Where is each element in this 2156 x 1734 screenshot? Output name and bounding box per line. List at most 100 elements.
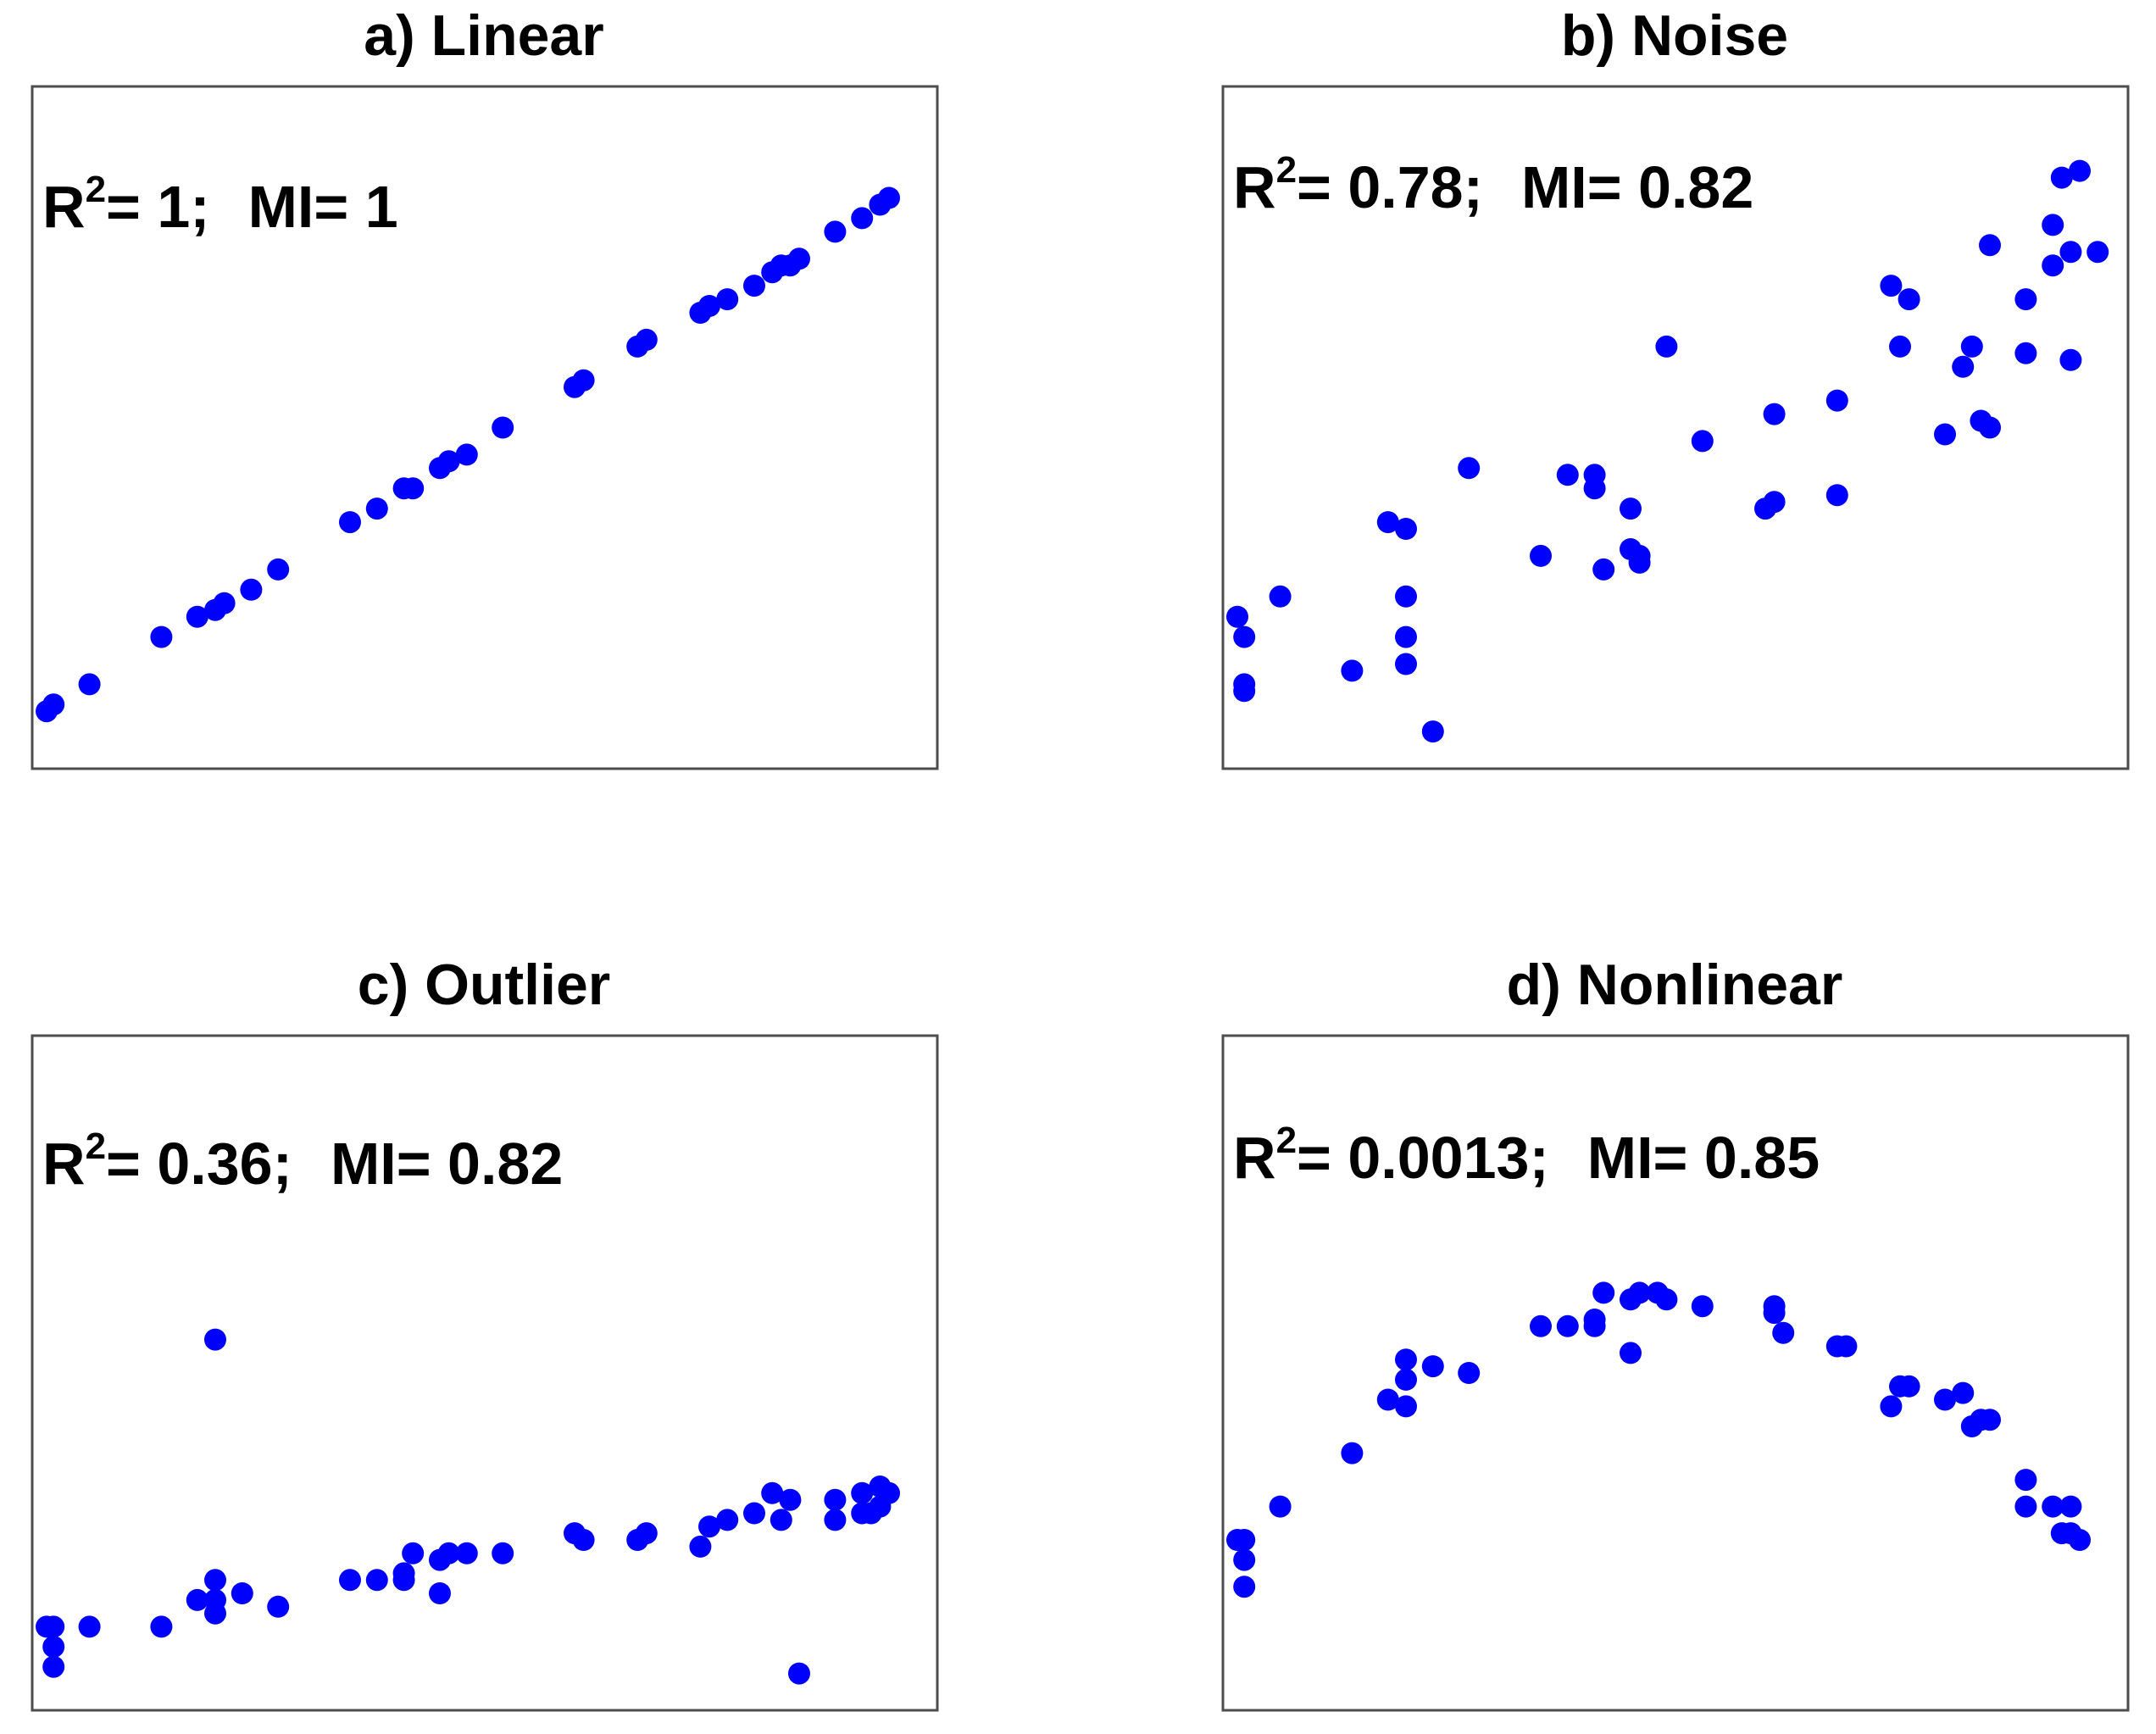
panel-d-point-31 <box>1898 1375 1920 1398</box>
panel-d-title: d) Nonlinear <box>1507 953 1843 1017</box>
panel-b-point-11 <box>1395 585 1417 608</box>
panel-a-frame <box>31 85 939 770</box>
panel-b-point-24 <box>1691 430 1714 453</box>
panel-c-point-23 <box>492 1542 514 1564</box>
panel-b-point-7 <box>1376 511 1399 534</box>
panel-c-point-29 <box>698 1515 720 1538</box>
panel-a-point-21 <box>635 328 658 351</box>
panel-d-point-10 <box>1395 1348 1417 1371</box>
panel-a-point-10 <box>339 511 361 534</box>
panel-c-point-10 <box>204 1602 226 1625</box>
panel-b-point-38 <box>1979 234 2001 257</box>
panel-b-point-35 <box>1960 335 1983 358</box>
panel-c-stats: R2= 0.36; MI= 0.82 <box>42 1125 563 1197</box>
panel-b-points <box>1226 159 2109 743</box>
panel-b-point-39 <box>2014 342 2037 364</box>
panel-d-point-26 <box>1772 1321 1795 1344</box>
panel-a-points <box>36 186 900 723</box>
panel-c-point-17 <box>392 1569 415 1592</box>
panel-d-point-3 <box>1233 1548 1256 1571</box>
panel-c-points <box>36 1328 900 1685</box>
panel-c-point-9 <box>204 1569 226 1592</box>
panel-c-point-30 <box>716 1509 739 1531</box>
panel-b-point-41 <box>2042 214 2064 236</box>
panel-c-point-11 <box>204 1328 226 1351</box>
panel-d-point-36 <box>1979 1409 2001 1431</box>
panel-c-point-32 <box>761 1481 784 1504</box>
panel-b-point-28 <box>1825 484 1848 507</box>
panel-d-point-33 <box>1952 1381 1975 1404</box>
panel-b-point-5 <box>1269 585 1292 608</box>
panel-d: d) Nonlinear R2= 0.0013; MI= 0.85 <box>1221 953 2130 1712</box>
panel-c-point-27 <box>635 1522 658 1545</box>
panel-d-point-8 <box>1395 1395 1417 1418</box>
panel-c-point-36 <box>824 1509 847 1531</box>
panel-a-point-2 <box>42 693 65 716</box>
panel-d-r2-value: = 0.0013; <box>1297 1125 1549 1191</box>
panel-b-point-23 <box>1655 335 1678 358</box>
panel-b-point-40 <box>2014 288 2037 311</box>
panel-b-point-26 <box>1763 403 1786 425</box>
panel-b-stats: R2= 0.78; MI= 0.82 <box>1233 149 1753 220</box>
panel-d-point-5 <box>1269 1495 1292 1518</box>
panel-b-point-12 <box>1421 720 1444 743</box>
panel-c-point-5 <box>78 1615 101 1638</box>
panel-b-point-6 <box>1341 659 1364 682</box>
panel-c-point-35 <box>788 1662 810 1685</box>
panel-d-point-9 <box>1395 1368 1417 1391</box>
panel-d-point-37 <box>2014 1469 2037 1492</box>
panel-d-point-43 <box>2069 1529 2091 1551</box>
panel-a-point-16 <box>455 443 478 466</box>
panel-c-point-18 <box>402 1542 425 1564</box>
panel-c-point-25 <box>572 1529 595 1551</box>
panel-b-point-10 <box>1395 653 1417 675</box>
panel-a-r2-superscript: 2 <box>86 169 106 210</box>
panel-a: a) Linear R2= 1; MI= 1 <box>31 3 939 770</box>
panel-c-point-31 <box>743 1502 765 1525</box>
panel-b-r2-superscript: 2 <box>1276 149 1297 191</box>
panel-c-title: c) Outlier <box>358 953 611 1017</box>
panel-c-point-37 <box>824 1488 847 1511</box>
panel-a-point-29 <box>788 247 810 270</box>
panel-d-point-38 <box>2014 1495 2037 1518</box>
panel-b-point-19 <box>1620 497 1642 520</box>
panel-d-point-28 <box>1835 1335 1858 1358</box>
panel-b-point-8 <box>1395 518 1417 540</box>
panel-b-point-27 <box>1763 491 1786 514</box>
panel-b-r2-label: R <box>1233 154 1276 220</box>
panel-d-point-7 <box>1376 1388 1399 1411</box>
panel-b-mi-value: MI= 0.82 <box>1521 154 1753 220</box>
panel-c-point-19 <box>429 1582 451 1604</box>
panel-a-point-5 <box>186 605 208 628</box>
panel-d-point-6 <box>1341 1442 1364 1464</box>
panel-a-point-15 <box>437 450 460 473</box>
panel-c-point-3 <box>42 1636 65 1659</box>
panel-c-r2-superscript: 2 <box>86 1125 106 1167</box>
panel-b-point-31 <box>1889 335 1911 358</box>
panel-c-frame <box>31 1034 939 1712</box>
panel-d-point-2 <box>1233 1529 1256 1551</box>
panel-a-point-24 <box>716 288 739 311</box>
panel-c-point-7 <box>186 1588 208 1611</box>
panel-a-r2-label: R <box>42 174 86 240</box>
panel-a-point-3 <box>78 673 101 696</box>
panel-c-point-6 <box>150 1615 173 1638</box>
panel-b-point-4 <box>1233 673 1256 696</box>
panel-b-point-37 <box>1979 416 2001 439</box>
panel-c-point-21 <box>437 1542 460 1564</box>
panel-c-point-15 <box>365 1569 388 1592</box>
panel-a-point-23 <box>698 295 720 317</box>
panel-a-point-19 <box>572 369 595 392</box>
panel-c-point-4 <box>42 1655 65 1678</box>
panel-c-r2-value: = 0.36; <box>106 1131 292 1197</box>
panel-a-title: a) Linear <box>364 3 603 68</box>
panel-a-point-8 <box>240 578 263 601</box>
panel-c-point-43 <box>878 1481 900 1504</box>
panel-d-point-11 <box>1421 1355 1444 1378</box>
panel-a-point-11 <box>365 497 388 520</box>
panel-b-point-43 <box>2050 166 2073 189</box>
panel-d-r2-superscript: 2 <box>1276 1120 1297 1161</box>
panel-b-point-47 <box>2087 241 2109 264</box>
panel-c-point-2 <box>42 1615 65 1638</box>
panel-b-point-22 <box>1628 544 1651 567</box>
